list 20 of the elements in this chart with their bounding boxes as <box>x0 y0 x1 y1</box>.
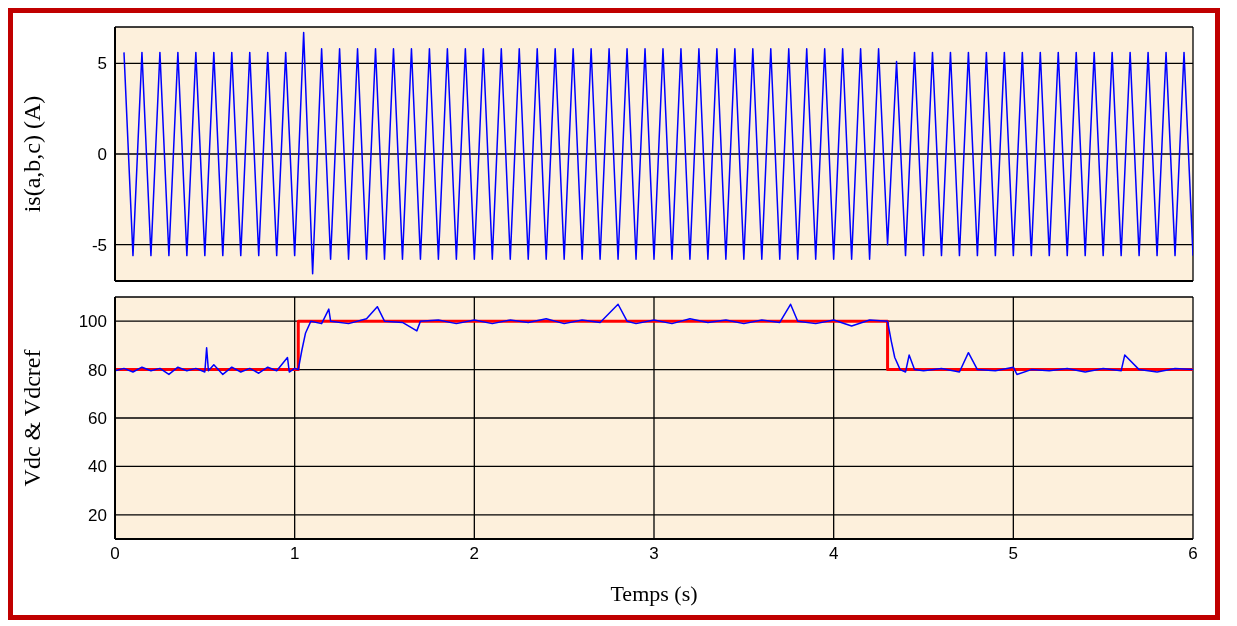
x-tick-label: 0 <box>110 544 120 564</box>
x-tick-label: 6 <box>1188 544 1198 564</box>
x-tick-label: 5 <box>1008 544 1019 564</box>
x-tick-label: 2 <box>469 544 480 564</box>
y-axis-title: Vdc & Vdcref <box>18 349 45 487</box>
y-tick-label: 60 <box>88 409 107 429</box>
y-tick-label: 40 <box>88 457 107 477</box>
y-tick-label: 100 <box>78 312 107 332</box>
y-tick-label: 5 <box>97 54 107 74</box>
y-tick-label: 80 <box>88 360 107 380</box>
y-axis-title: is(a,b,c) (A) <box>18 95 45 213</box>
y-tick-label: 20 <box>88 505 107 525</box>
line-series <box>123 31 1193 275</box>
y-tick-label: 0 <box>97 145 107 165</box>
x-tick-label: 3 <box>649 544 659 564</box>
line-series <box>115 303 1193 376</box>
y-tick-label: -5 <box>91 235 107 255</box>
x-tick-label: 4 <box>828 544 839 564</box>
x-tick-label: 1 <box>289 544 300 564</box>
x-axis-title: Temps (s) <box>610 581 698 606</box>
